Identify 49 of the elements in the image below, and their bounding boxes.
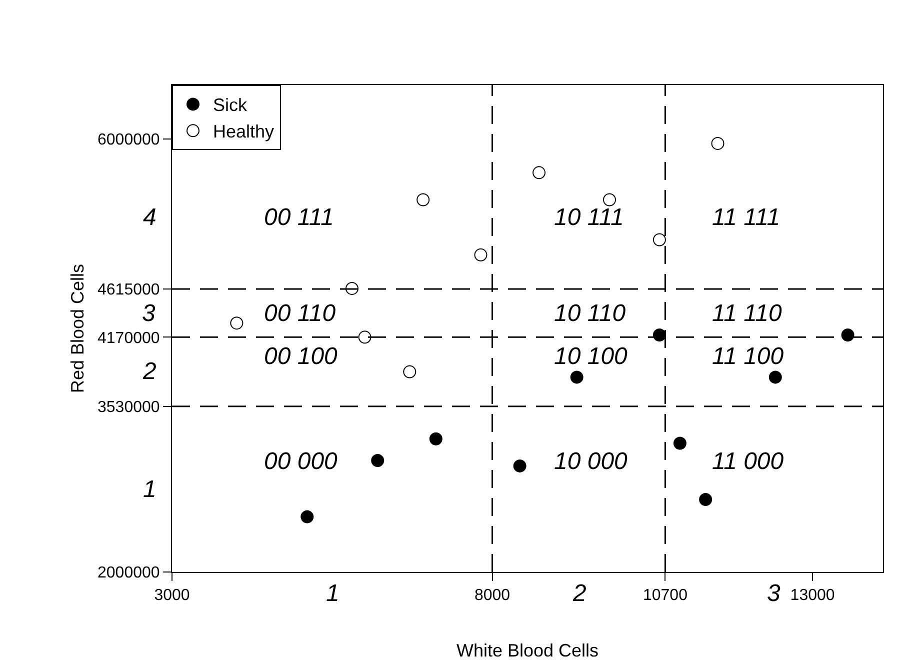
annotation: 00 000 [264, 448, 338, 475]
point [403, 365, 416, 378]
point [416, 193, 430, 206]
y-axis-title: Red Blood Cells [68, 264, 88, 394]
point [474, 248, 488, 262]
text: 2 [572, 580, 586, 607]
text: 4 [143, 204, 156, 231]
x-axis-title: White Blood Cells [456, 640, 599, 660]
annotation: 11 100 [712, 343, 784, 370]
annotation: 10 100 [554, 343, 628, 370]
annotation: 10 110 [554, 300, 626, 327]
legend-label: Healthy [213, 122, 274, 142]
text: 1 [143, 476, 156, 503]
point [532, 166, 546, 180]
annotation: 00 110 [264, 300, 336, 327]
x-tick-label: 3000 [154, 587, 190, 604]
annotation: 11 111 [712, 204, 780, 231]
x-tick-label: 10700 [642, 587, 688, 604]
y-tick-label: 4170000 [98, 330, 160, 347]
point [513, 459, 526, 472]
annotation: 10 111 [554, 204, 624, 231]
y-tick-label: 2000000 [98, 564, 160, 582]
point [602, 193, 616, 206]
point [711, 136, 724, 150]
point [768, 370, 782, 384]
annotation: 00 111 [264, 204, 334, 231]
text: 3 [142, 300, 156, 327]
point [300, 510, 314, 524]
text: 1 [326, 580, 340, 607]
point [429, 432, 442, 446]
annotation: 10 000 [554, 448, 628, 475]
annotation: 00 100 [264, 343, 338, 370]
annotation: 11 110 [712, 300, 782, 327]
y-tick-label: 4615000 [98, 282, 160, 299]
annotation: 11 000 [712, 448, 784, 475]
point [230, 316, 244, 330]
point [652, 233, 666, 246]
point [699, 492, 712, 506]
text: 2 [142, 358, 156, 385]
point [570, 370, 584, 384]
x-tick-label: 13000 [790, 587, 835, 604]
point [371, 454, 384, 468]
y-tick-label: 6000000 [98, 132, 160, 149]
point [673, 436, 686, 450]
text: 3 [767, 580, 781, 607]
point [358, 330, 372, 344]
y-tick-label: 3530000 [98, 399, 160, 416]
x-tick-label: 8000 [474, 587, 510, 604]
legend-label: Sick [213, 95, 248, 116]
